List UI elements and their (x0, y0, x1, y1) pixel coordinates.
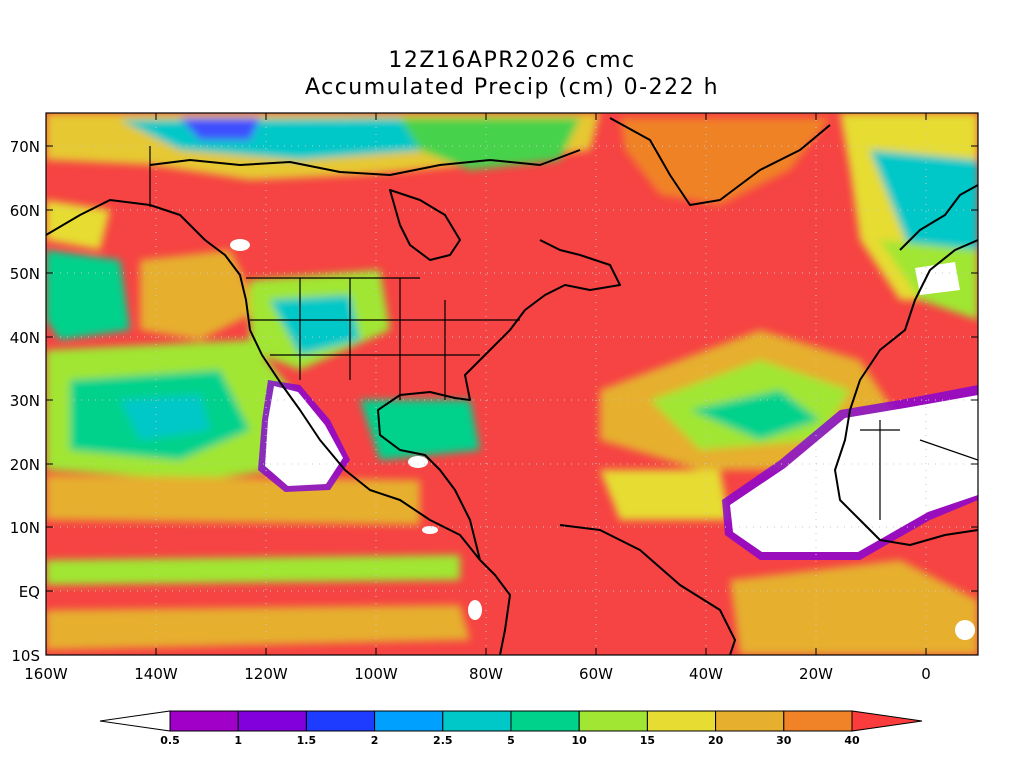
colorbar-label-5: 5 (507, 734, 515, 747)
lat-tick-label-4: 30N (10, 392, 40, 410)
lat-tick-label-6: 10N (10, 519, 40, 537)
lon-tick-label-3: 100W (354, 665, 398, 683)
map-frame (45, 112, 979, 656)
axis-ticks (45, 113, 978, 656)
colorbar-label-4: 2.5 (433, 734, 453, 747)
dry-region-west-africa (722, 385, 978, 560)
colorbar-box-9 (783, 710, 853, 732)
political-borders (149, 146, 978, 520)
colorbar-label-1: 1 (234, 734, 242, 747)
dry-region-minor (230, 239, 975, 640)
lat-tick-label-7: EQ (19, 583, 40, 601)
colorbar-box-0 (169, 710, 239, 732)
lat-tick-label-5: 20N (10, 456, 40, 474)
coastlines (46, 117, 978, 655)
colorbar-arrow-low (99, 710, 171, 732)
colorbar-box-7 (646, 710, 717, 732)
colorbar-label-10: 40 (844, 734, 860, 747)
lat-tick-label-3: 40N (10, 329, 40, 347)
colorbar-label-8: 20 (708, 734, 724, 747)
lon-tick-label-2: 120W (244, 665, 288, 683)
lon-tick-label-6: 40W (689, 665, 723, 683)
colorbar-box-5 (510, 710, 580, 732)
colorbar: 0.5 1 1.5 2 2.5 5 10 15 20 30 40 (99, 710, 923, 747)
colorbar-box-2 (305, 710, 376, 732)
lat-tick-label-2: 50N (10, 265, 40, 283)
colorbar-label-2: 1.5 (297, 734, 317, 747)
colorbar-arrow-high (851, 710, 923, 732)
lon-tick-label-5: 60W (579, 665, 613, 683)
lat-tick-label-0: 70N (10, 138, 40, 156)
latitude-axis: 70N 60N 50N 40N 30N 20N 10N EQ 10S (10, 138, 40, 665)
lon-tick-label-4: 80W (469, 665, 503, 683)
lon-tick-label-8: 0 (921, 665, 931, 683)
lon-tick-label-7: 20W (799, 665, 833, 683)
map-title-line1: 12Z16APR2026 cmc (388, 48, 636, 73)
colorbar-box-4 (442, 710, 512, 732)
colorbar-label-9: 30 (776, 734, 792, 747)
lon-tick-label-1: 140W (134, 665, 178, 683)
colorbar-label-0: 0.5 (160, 734, 180, 747)
colorbar-label-6: 10 (572, 734, 588, 747)
colorbar-label-7: 15 (640, 734, 655, 747)
colorbar-box-8 (715, 710, 785, 732)
colorbar-box-6 (578, 710, 648, 732)
dry-region-iberia (915, 262, 960, 295)
lon-tick-label-0: 160W (24, 665, 68, 683)
colorbar-box-3 (374, 710, 444, 732)
colorbar-box-1 (237, 710, 307, 732)
lat-tick-label-1: 60N (10, 202, 40, 220)
colorbar-label-3: 2 (371, 734, 379, 747)
map-title-line2: Accumulated Precip (cm) 0-222 h (304, 75, 720, 100)
lat-tick-label-8: 10S (11, 647, 40, 665)
longitude-axis: 160W 140W 120W 100W 80W 60W 40W 20W 0 (24, 665, 931, 683)
